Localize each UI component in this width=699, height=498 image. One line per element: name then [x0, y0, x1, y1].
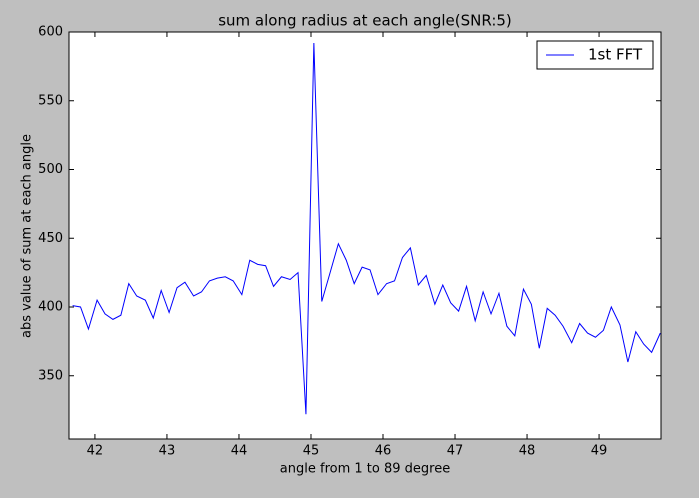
x-tick-label: 49	[591, 444, 608, 459]
data-line	[72, 42, 661, 415]
x-tick-label: 43	[159, 444, 176, 459]
x-tick-label: 42	[87, 444, 104, 459]
x-tick-label: 48	[519, 444, 536, 459]
y-tick-label: 400	[38, 300, 63, 315]
x-tick-label: 47	[447, 444, 464, 459]
chart-title: sum along radius at each angle(SNR:5)	[218, 12, 512, 30]
x-tick-label: 45	[303, 444, 320, 459]
y-tick-label: 350	[38, 368, 63, 383]
y-tick-label: 450	[38, 231, 63, 246]
x-tick-label: 46	[375, 444, 392, 459]
x-axis-label: angle from 1 to 89 degree	[280, 462, 450, 477]
legend-label: 1st FFT	[588, 46, 643, 64]
y-tick-label: 600	[38, 25, 63, 40]
x-tick-label: 44	[231, 444, 248, 459]
y-tick-label: 500	[38, 162, 63, 177]
plot-area	[69, 32, 661, 439]
y-tick-label: 550	[38, 93, 63, 108]
plot-frame	[68, 31, 662, 440]
y-axis-label: abs value of sum at each angle	[20, 134, 35, 338]
